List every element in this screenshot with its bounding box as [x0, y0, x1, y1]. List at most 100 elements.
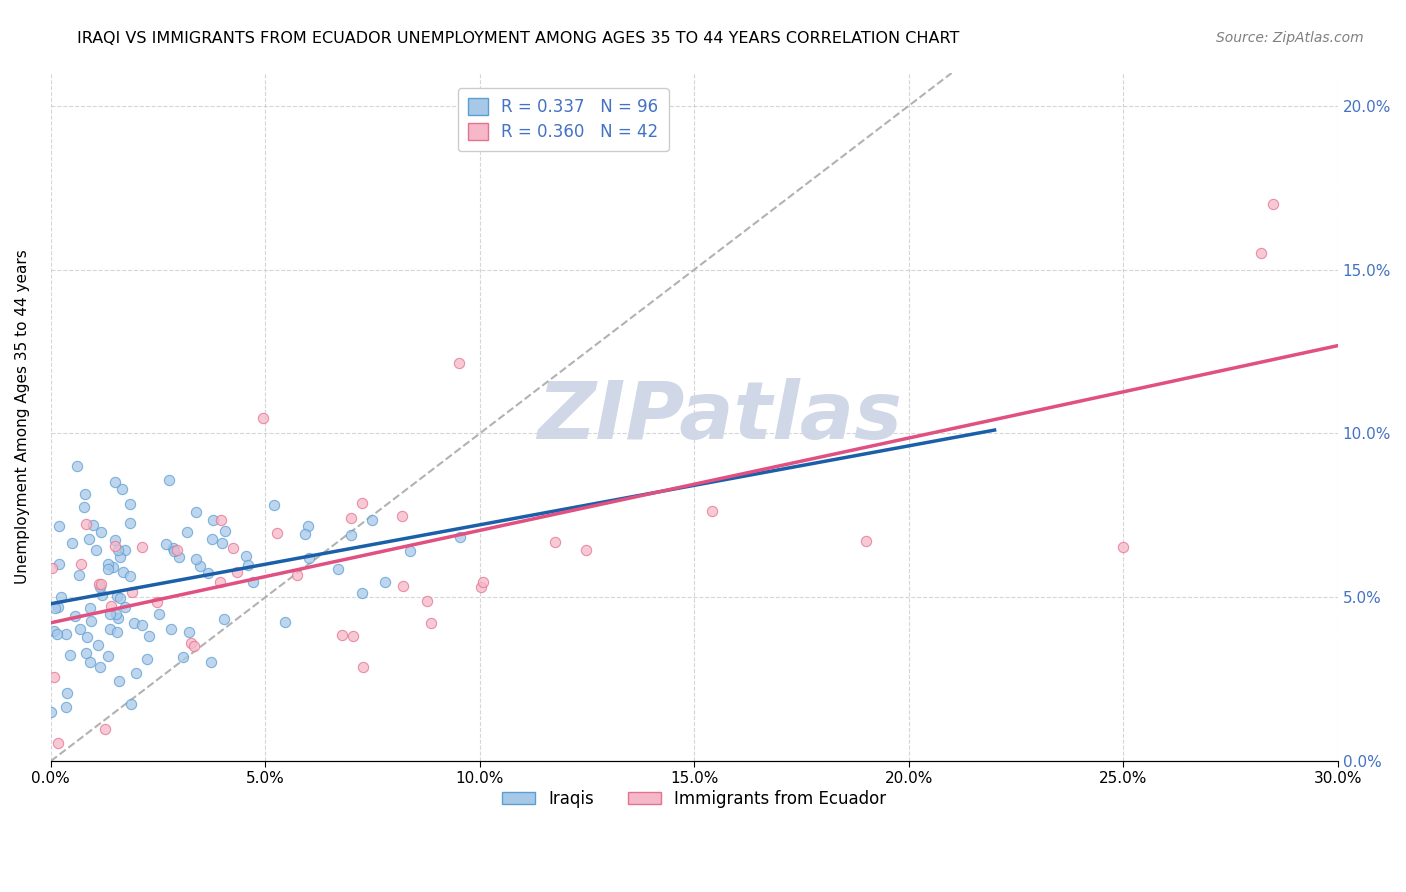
Point [84, 543, 107, 558]
Point [285, 568, 308, 582]
Point [399, 544, 422, 558]
Point [45, 627, 67, 641]
Point [111, 482, 134, 496]
Point [274, 615, 297, 630]
Point [211, 536, 233, 550]
Point [65, 458, 87, 473]
Point [263, 498, 285, 512]
Point [48, 557, 70, 571]
Point [65, 609, 87, 624]
Point [163, 544, 186, 558]
Point [100, 599, 122, 614]
Point [80, 615, 103, 629]
Point [155, 537, 177, 551]
Point [89, 580, 111, 594]
Y-axis label: Unemployment Among Ages 35 to 44 years: Unemployment Among Ages 35 to 44 years [15, 250, 30, 584]
Point [67, 568, 90, 582]
Point [79, 600, 101, 615]
Point [41, 561, 63, 575]
Text: Source: ZipAtlas.com: Source: ZipAtlas.com [1216, 31, 1364, 45]
Point [1263, 197, 1285, 211]
Point [125, 665, 148, 680]
Text: ZIPatlas: ZIPatlas [537, 378, 903, 456]
Point [226, 565, 249, 579]
Point [114, 543, 136, 558]
Point [352, 660, 374, 674]
Point [104, 533, 127, 548]
Point [447, 356, 470, 370]
Point [108, 591, 131, 606]
Point [575, 543, 598, 558]
Point [75, 517, 97, 532]
Point [51, 590, 73, 604]
Point [104, 607, 127, 622]
Point [75, 646, 97, 660]
Point [122, 615, 145, 630]
Point [208, 575, 231, 590]
Point [294, 527, 316, 541]
Point [97, 557, 120, 571]
Point [138, 629, 160, 643]
Point [297, 519, 319, 533]
Point [184, 505, 207, 519]
Point [391, 509, 413, 524]
Point [472, 574, 495, 589]
Point [391, 579, 413, 593]
Point [184, 552, 207, 566]
Point [180, 636, 202, 650]
Point [202, 513, 225, 527]
Point [1112, 540, 1135, 554]
Point [114, 600, 136, 615]
Point [107, 543, 129, 558]
Point [544, 534, 567, 549]
Point [188, 559, 211, 574]
Point [91, 588, 114, 602]
Point [90, 577, 112, 591]
Point [73, 500, 96, 515]
Point [235, 549, 257, 563]
Point [449, 530, 471, 544]
Point [55, 699, 77, 714]
Point [238, 558, 260, 573]
Point [700, 503, 723, 517]
Point [167, 550, 190, 565]
Point [101, 560, 124, 574]
Point [48, 518, 70, 533]
Point [110, 550, 132, 565]
Point [373, 574, 395, 589]
Point [105, 589, 128, 603]
Point [121, 585, 143, 599]
Point [79, 656, 101, 670]
Point [420, 616, 443, 631]
Point [70, 557, 93, 571]
Point [350, 586, 373, 600]
Point [98, 622, 121, 636]
Point [120, 498, 142, 512]
Point [172, 650, 194, 665]
Point [252, 410, 274, 425]
Point [94, 722, 117, 736]
Point [42, 670, 65, 684]
Point [86, 638, 108, 652]
Point [166, 542, 188, 557]
Text: IRAQI VS IMMIGRANTS FROM ECUADOR UNEMPLOYMENT AMONG AGES 35 TO 44 YEARS CORRELAT: IRAQI VS IMMIGRANTS FROM ECUADOR UNEMPLO… [77, 31, 960, 46]
Point [112, 566, 135, 580]
Point [340, 528, 363, 542]
Point [120, 569, 142, 583]
Point [42, 624, 65, 639]
Point [855, 534, 877, 549]
Point [60, 536, 83, 550]
Point [103, 475, 125, 489]
Point [55, 627, 77, 641]
Point [104, 539, 127, 553]
Point [1250, 246, 1272, 260]
Point [157, 473, 180, 487]
Point [146, 594, 169, 608]
Point [100, 607, 122, 621]
Point [131, 617, 153, 632]
Point [177, 624, 200, 639]
Point [297, 550, 319, 565]
Point [77, 532, 100, 546]
Point [326, 562, 349, 576]
Point [361, 513, 384, 527]
